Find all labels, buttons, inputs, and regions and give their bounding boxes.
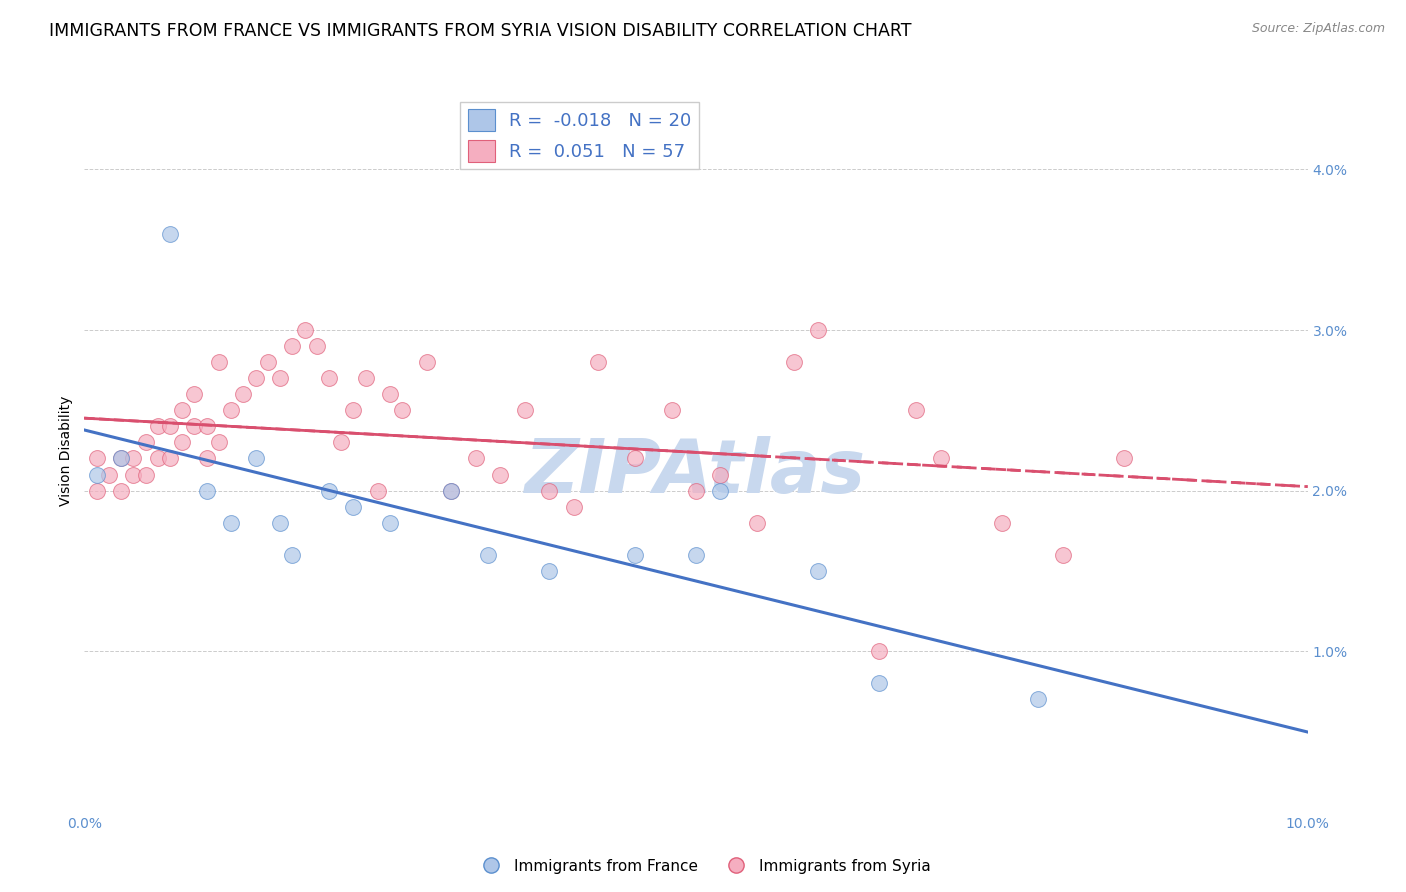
Point (1052, 548, 1074, 562)
Point (380, 516, 402, 530)
Point (464, 451, 486, 466)
Point (354, 371, 377, 385)
Point (562, 500, 585, 514)
Point (122, 451, 145, 466)
Point (440, 483, 463, 498)
Legend: R =  -0.018   N = 20, R =  0.051   N = 57: R = -0.018 N = 20, R = 0.051 N = 57 (460, 102, 699, 169)
Point (380, 387, 402, 401)
Point (135, 435, 157, 450)
Point (219, 516, 242, 530)
Point (905, 403, 928, 417)
Point (869, 676, 891, 690)
Point (342, 403, 364, 417)
Y-axis label: Vision Disability: Vision Disability (59, 395, 73, 506)
Point (661, 403, 683, 417)
Point (195, 451, 218, 466)
Point (86, 451, 108, 466)
Point (208, 355, 231, 369)
Point (110, 451, 132, 466)
Point (685, 548, 707, 562)
Point (318, 371, 340, 385)
Point (110, 451, 132, 466)
Point (281, 548, 304, 562)
Point (245, 371, 267, 385)
Point (135, 467, 157, 482)
Point (747, 516, 769, 530)
Point (709, 467, 731, 482)
Point (159, 419, 181, 434)
Point (269, 516, 291, 530)
Point (440, 483, 463, 498)
Text: IMMIGRANTS FROM FRANCE VS IMMIGRANTS FROM SYRIA VISION DISABILITY CORRELATION CH: IMMIGRANTS FROM FRANCE VS IMMIGRANTS FRO… (49, 22, 911, 40)
Point (929, 451, 952, 466)
Point (416, 355, 439, 369)
Point (110, 483, 132, 498)
Point (159, 451, 181, 466)
Point (172, 435, 194, 450)
Legend: Immigrants from France, Immigrants from Syria: Immigrants from France, Immigrants from … (470, 853, 936, 880)
Point (991, 516, 1014, 530)
Point (330, 435, 353, 450)
Point (195, 419, 218, 434)
Point (783, 355, 806, 369)
Point (391, 403, 413, 417)
Point (269, 371, 291, 385)
Point (1114, 451, 1136, 466)
Point (122, 467, 145, 482)
Point (538, 564, 561, 578)
Point (807, 323, 830, 337)
Point (146, 451, 169, 466)
Point (97, 467, 120, 482)
Point (232, 387, 254, 401)
Point (245, 451, 267, 466)
Point (489, 467, 512, 482)
Point (586, 355, 609, 369)
Point (294, 323, 316, 337)
Point (86, 467, 108, 482)
Point (281, 339, 304, 353)
Point (367, 483, 389, 498)
Point (869, 644, 891, 658)
Point (477, 548, 499, 562)
Point (86, 483, 108, 498)
Point (685, 483, 707, 498)
Text: Source: ZipAtlas.com: Source: ZipAtlas.com (1251, 22, 1385, 36)
Point (342, 500, 364, 514)
Point (159, 227, 181, 241)
Point (624, 548, 647, 562)
Point (538, 483, 561, 498)
Point (807, 564, 830, 578)
Point (1028, 692, 1050, 706)
Point (183, 419, 205, 434)
Point (208, 435, 231, 450)
Point (318, 483, 340, 498)
Point (183, 387, 205, 401)
Text: ZIPAtlas: ZIPAtlas (526, 435, 866, 508)
Point (195, 483, 218, 498)
Point (257, 355, 280, 369)
Point (624, 451, 647, 466)
Point (172, 403, 194, 417)
Point (709, 483, 731, 498)
Point (219, 403, 242, 417)
Point (513, 403, 536, 417)
Point (146, 419, 169, 434)
Point (305, 339, 328, 353)
